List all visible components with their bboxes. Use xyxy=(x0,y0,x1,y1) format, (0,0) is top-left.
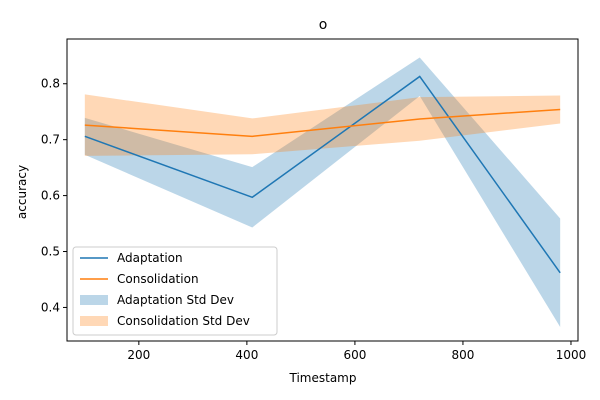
legend-box xyxy=(72,246,278,336)
legend: Adaptation Consolidation Adaptation Std De… xyxy=(72,246,278,336)
y-tick-label: 0.8 xyxy=(41,77,60,91)
chart-title: o xyxy=(319,17,328,33)
x-tick-label: 1000 xyxy=(556,348,587,362)
legend-label: Adaptation Std Dev xyxy=(117,293,234,307)
y-axis: 0.4 0.5 0.6 0.7 0.8 xyxy=(41,77,67,314)
x-tick-label: 200 xyxy=(127,348,150,362)
x-tick-label: 400 xyxy=(235,348,258,362)
series-line-consolidation xyxy=(84,108,561,138)
legend-swatch-adaptation-std-dev xyxy=(80,295,108,305)
x-axis: 200 400 600 800 1000 xyxy=(127,341,586,362)
data-point-adaptation-2 xyxy=(419,76,421,78)
series-line-adaptation xyxy=(84,75,561,274)
data-point-adaptation-3 xyxy=(559,272,561,274)
y-tick-label: 0.6 xyxy=(41,189,60,203)
std-band-adaptation xyxy=(84,57,561,328)
legend-label: Consolidation xyxy=(117,272,199,286)
data-point-consolidation-1 xyxy=(251,136,253,138)
data-point-adaptation-0 xyxy=(84,136,86,138)
x-tick-label: 800 xyxy=(451,348,474,362)
legend-label: Consolidation Std Dev xyxy=(117,314,250,328)
y-axis-label: accuracy xyxy=(15,165,29,219)
data-point-consolidation-3 xyxy=(559,109,561,111)
y-tick-label: 0.7 xyxy=(41,133,60,147)
plot-frame xyxy=(66,38,579,342)
std-band-consolidation xyxy=(84,94,561,156)
legend-swatch-consolidation-std-dev xyxy=(80,316,108,326)
series-lines xyxy=(84,75,561,274)
data-point-consolidation-2 xyxy=(419,118,421,120)
data-point-consolidation-0 xyxy=(84,124,86,126)
y-tick-label: 0.4 xyxy=(41,300,60,314)
data-point-adaptation-1 xyxy=(251,196,253,198)
x-tick-label: 600 xyxy=(343,348,366,362)
y-tick-label: 0.5 xyxy=(41,245,60,259)
x-axis-label: Timestamp xyxy=(289,371,357,385)
legend-label: Adaptation xyxy=(117,251,183,265)
std-bands xyxy=(84,57,561,328)
